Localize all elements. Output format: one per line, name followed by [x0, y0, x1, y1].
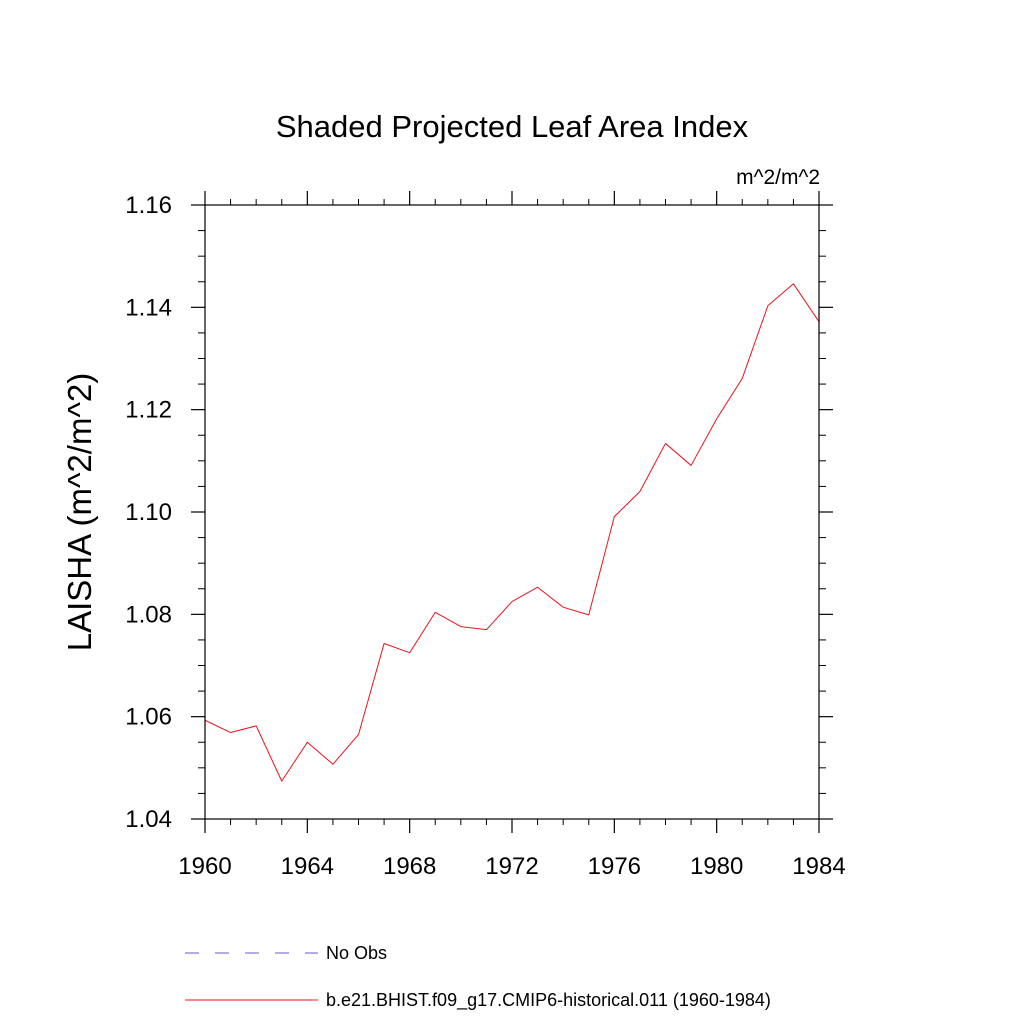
y-tick-label: 1.14 [125, 294, 172, 321]
y-tick-label: 1.10 [125, 499, 172, 526]
y-tick-labels: 1.04 1.06 1.08 1.10 1.12 1.14 1.16 [125, 192, 172, 833]
x-tick-labels: 1960 1964 1968 1972 1976 1980 1984 [178, 853, 845, 880]
series-line-0 [204, 283, 820, 782]
y-tick-label: 1.08 [125, 601, 172, 628]
x-tick-label: 1960 [178, 853, 231, 880]
y-tick-label: 1.04 [125, 806, 172, 833]
x-tick-label: 1964 [281, 853, 334, 880]
x-tick-label: 1968 [383, 853, 436, 880]
x-tick-label: 1972 [485, 853, 538, 880]
y-tick-label: 1.06 [125, 704, 172, 731]
minor-ticks [198, 199, 826, 825]
y-axis-label: LAISHA (m^2/m^2) [61, 373, 98, 652]
units-label: m^2/m^2 [736, 166, 820, 189]
legend-label-historical: b.e21.BHIST.f09_g17.CMIP6-historical.011… [326, 990, 771, 1011]
legend: No Obs b.e21.BHIST.f09_g17.CMIP6-histori… [185, 943, 771, 1011]
series-group [204, 283, 820, 782]
x-tick-label: 1976 [588, 853, 641, 880]
y-tick-label: 1.12 [125, 397, 172, 424]
x-tick-label: 1984 [792, 853, 845, 880]
chart-title: Shaded Projected Leaf Area Index [276, 109, 749, 144]
legend-label-no-obs: No Obs [326, 943, 387, 963]
major-ticks [191, 191, 833, 833]
plot-frame [204, 204, 820, 820]
x-tick-label: 1980 [690, 853, 743, 880]
y-tick-label: 1.16 [125, 192, 172, 219]
